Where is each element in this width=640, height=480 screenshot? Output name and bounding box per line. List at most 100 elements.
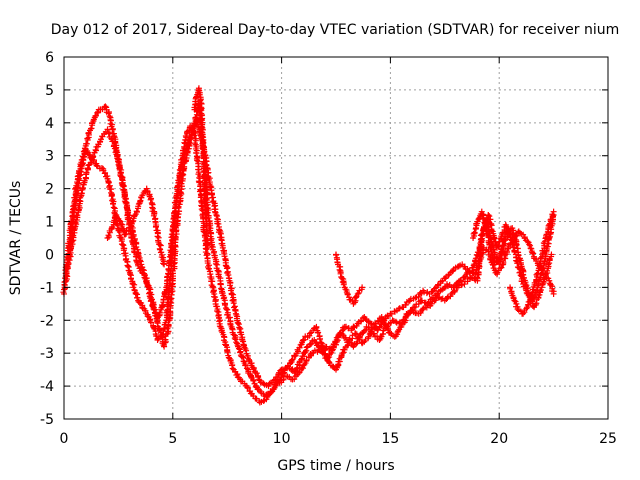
data-marker [388,310,395,317]
data-marker [408,307,415,314]
data-marker [83,140,90,147]
data-marker [231,335,238,342]
data-marker [471,229,478,236]
data-marker [481,219,488,226]
data-point [102,103,109,110]
data-marker [229,365,236,372]
data-marker [255,376,262,383]
data-marker [529,249,536,256]
data-marker [519,278,526,285]
x-axis-label: GPS time / hours [277,458,394,474]
data-marker [395,305,402,312]
data-marker [491,235,498,242]
data-marker [288,357,295,364]
data-marker [129,280,136,287]
series-track-5 [191,85,211,251]
data-marker [117,170,124,177]
data-marker [451,287,458,294]
data-marker [253,370,260,377]
y-tick-label: 0 [45,247,54,263]
data-marker [80,148,87,155]
data-marker [116,229,123,236]
data-marker [346,336,353,343]
data-marker [203,242,210,249]
data-marker [526,241,533,248]
data-marker [471,261,478,268]
data-marker [110,204,117,211]
data-marker [110,201,117,208]
data-marker [504,245,511,252]
data-point [346,337,353,344]
y-tick-label: -5 [40,412,54,428]
data-point [515,264,522,271]
data-marker [250,377,257,384]
data-marker [308,340,315,347]
data-marker [235,345,242,352]
data-marker [60,289,67,296]
x-tick-label: 5 [168,431,177,447]
data-marker [350,323,357,330]
data-marker [118,173,125,180]
data-marker [245,384,252,391]
y-tick-label: -3 [40,346,54,362]
data-marker [494,242,501,249]
data-marker [402,301,409,308]
data-point [298,356,305,363]
data-marker [281,369,288,376]
data-point [498,264,505,271]
data-point [174,218,181,225]
data-marker [106,130,113,137]
data-marker [498,246,505,253]
data-marker [74,212,81,219]
data-marker [260,380,267,387]
data-marker [90,153,97,160]
series-track-3 [65,100,557,399]
data-point [104,126,111,133]
data-marker [147,196,154,203]
data-marker [486,213,493,220]
data-marker [203,252,210,259]
chart-title: Day 012 of 2017, Sidereal Day-to-day VTE… [51,22,620,38]
series-track-1 [60,123,557,406]
data-marker [227,287,234,294]
data-marker [367,329,374,336]
data-marker [148,319,155,326]
data-marker [102,169,109,176]
data-marker [202,204,209,211]
data-marker [239,353,246,360]
data-point [339,350,346,357]
data-marker [281,366,288,373]
data-marker [248,373,255,380]
data-marker [497,265,504,272]
data-marker [168,231,175,238]
data-marker [156,325,163,332]
data-marker [317,335,324,342]
y-tick-label: 1 [45,215,54,231]
data-marker [419,306,426,313]
data-marker [455,263,462,270]
data-point [550,290,557,297]
data-point [550,208,557,215]
data-marker [482,220,489,227]
data-marker [78,190,85,197]
data-marker [480,215,487,222]
data-point [457,277,464,284]
data-marker [127,271,134,278]
data-marker [381,321,388,328]
data-marker [444,294,451,301]
data-marker [208,243,215,250]
series-track-7 [507,208,557,317]
data-marker [224,349,231,356]
data-point [376,337,383,344]
data-marker [77,168,84,175]
data-marker [238,331,245,338]
data-marker [181,153,188,160]
data-marker [545,261,552,268]
data-marker [488,227,495,234]
data-marker [176,166,183,173]
y-axis-label: SDTVAR / TECUs [8,181,24,296]
data-point [359,284,366,291]
data-point [548,251,555,258]
data-marker [530,250,537,257]
data-marker [242,361,249,368]
